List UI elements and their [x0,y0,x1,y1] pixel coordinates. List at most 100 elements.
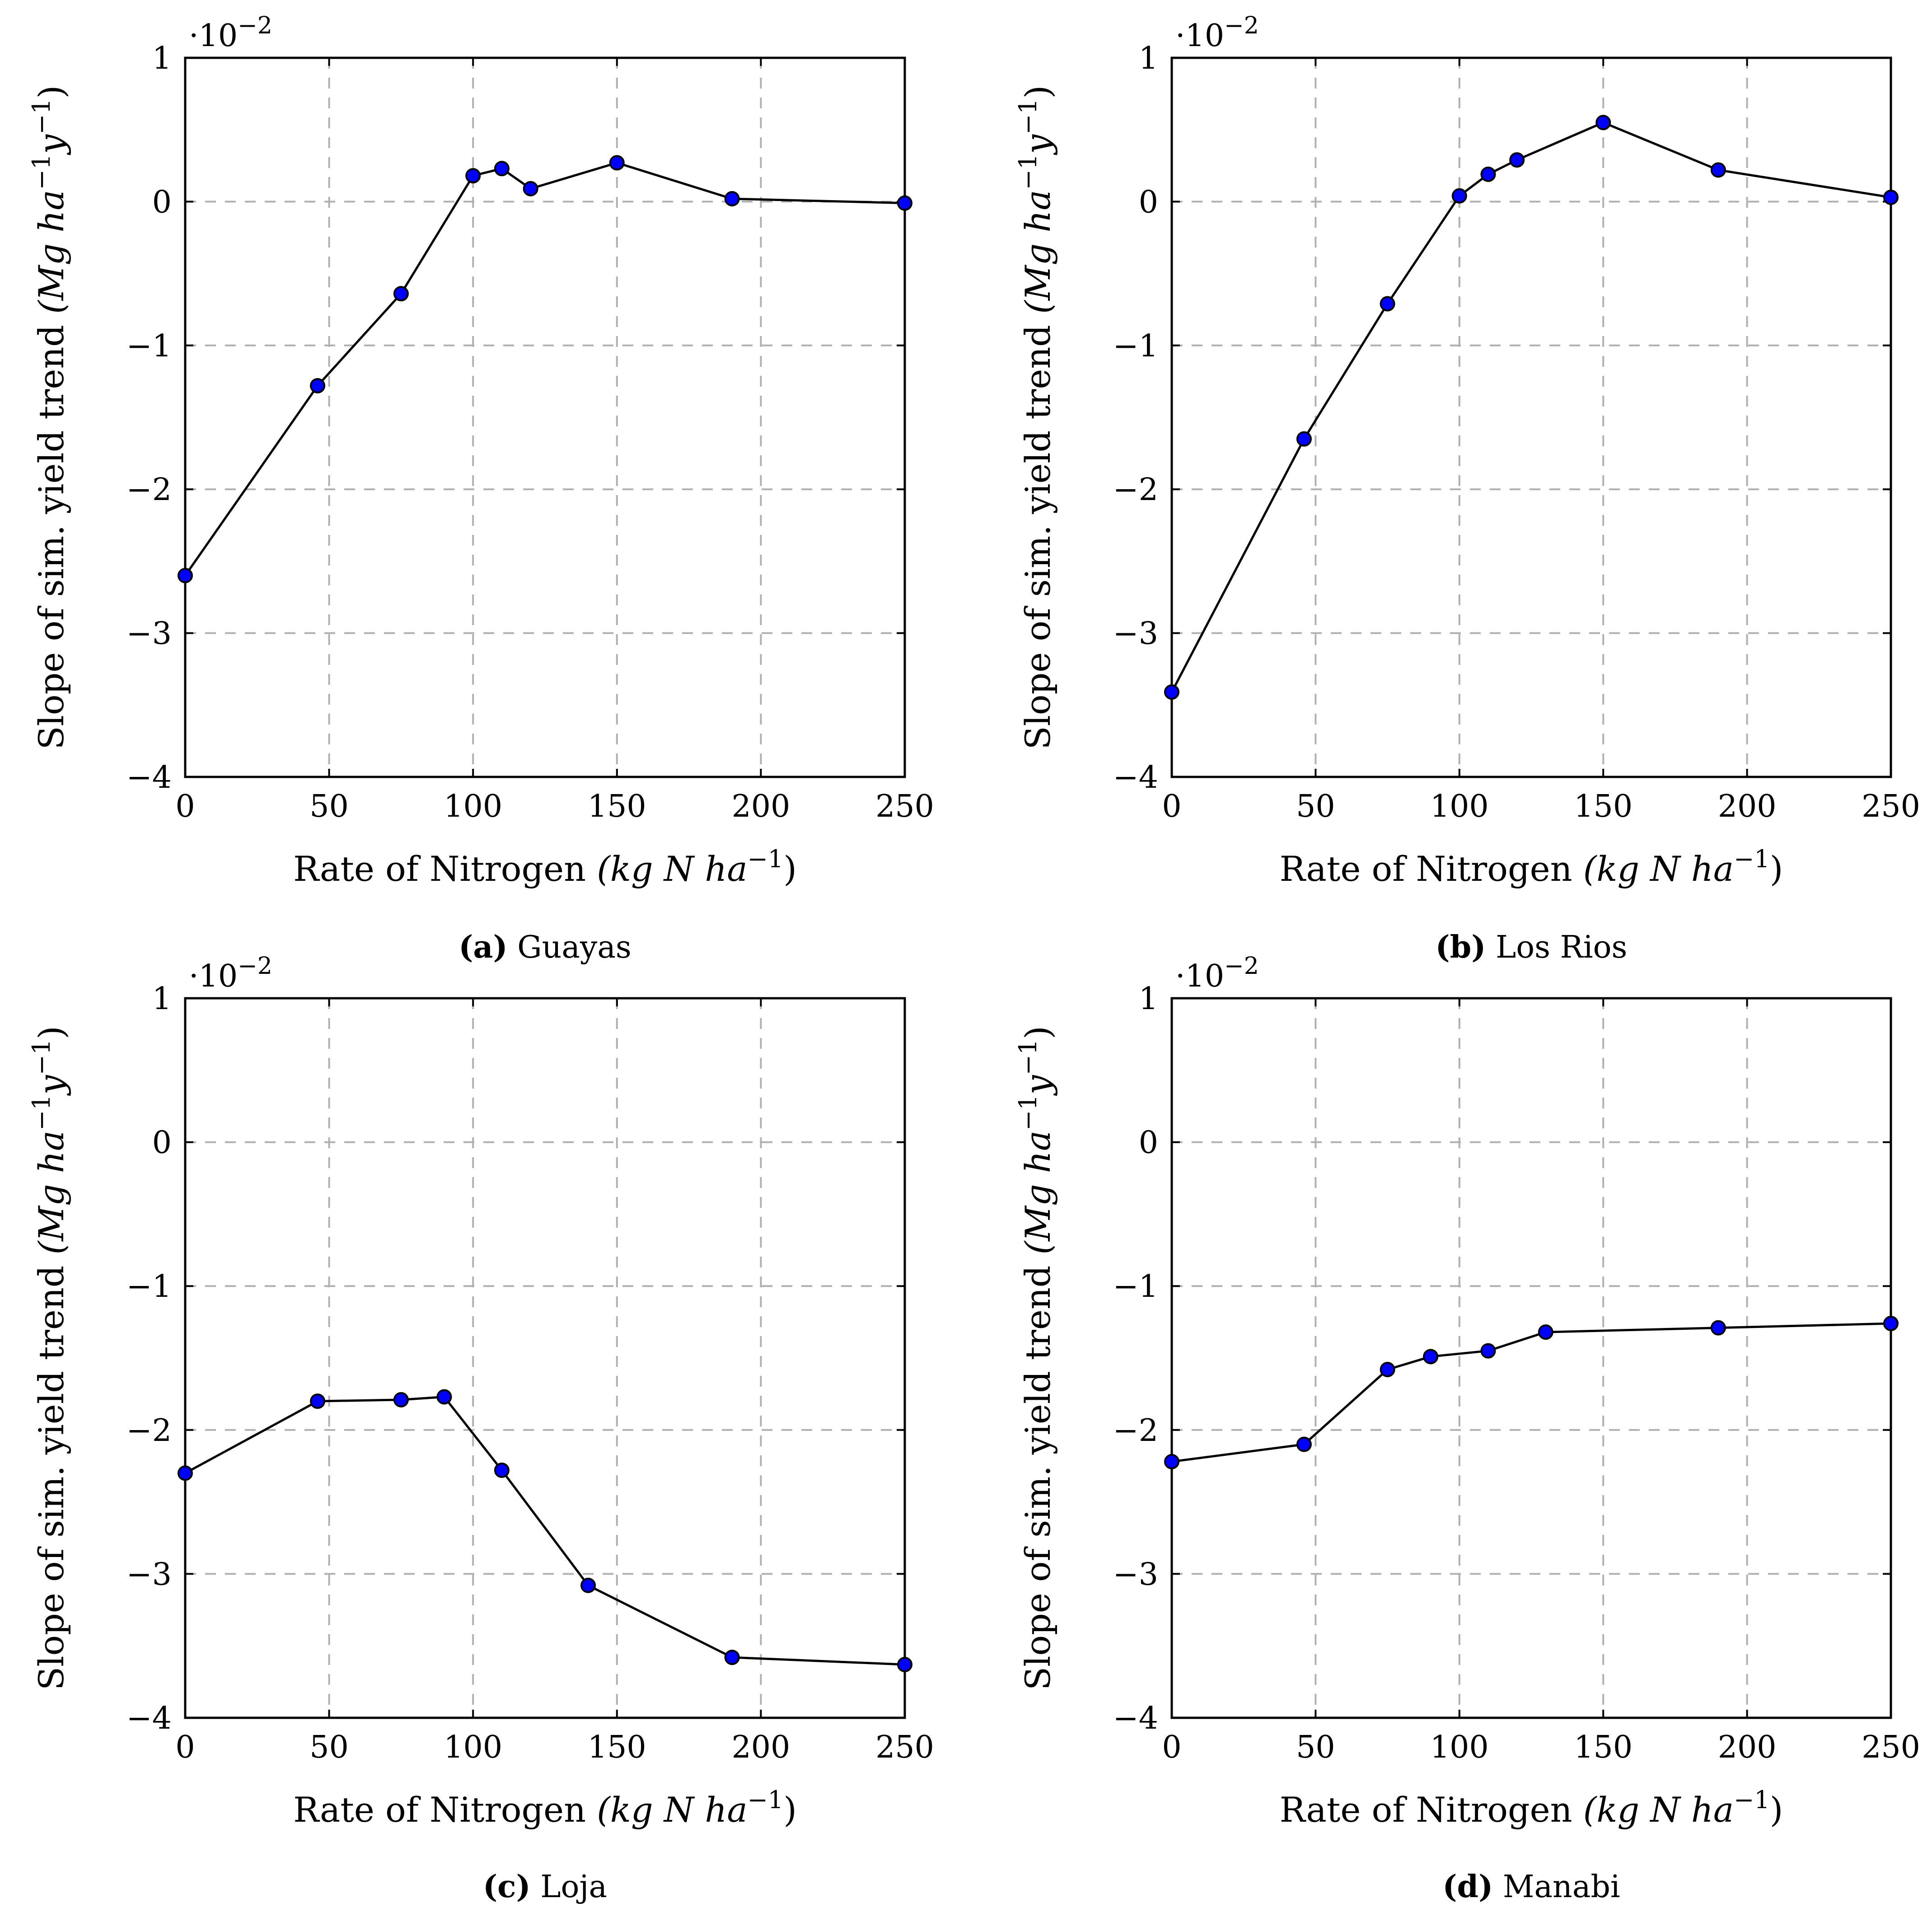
y-tick-label: −2 [1113,472,1158,508]
x-tick-label: 0 [175,789,195,824]
data-point [609,155,625,171]
y-tick-label: 0 [152,1125,172,1161]
y-tick-label: 0 [1139,1125,1158,1161]
series-line [184,161,905,576]
x-axis-title: Rate of Nitrogen (kg N ha−1) [1280,845,1783,889]
y-tick-label: 1 [1139,41,1158,76]
data-point [1451,188,1467,204]
caption-region-name: Guayas [517,930,632,965]
data-point [897,195,912,211]
plot-frame [1170,997,1892,1719]
y-axis-title: Slope of sim. yield trend (Mg ha−1y−1) [27,85,71,750]
y-axis-title-exponent: −1 [27,1094,56,1131]
x-axis-title-exponent: −1 [1734,1786,1770,1814]
y-tick-label: −1 [1113,328,1158,364]
x-axis-title-math: (kg N ha [1583,849,1734,889]
x-axis-title: Rate of Nitrogen (kg N ha−1) [1280,1786,1783,1830]
y-axis-title-math: y [31,1075,71,1096]
y-axis-title-math: y [1018,1075,1058,1096]
caption-spacer [1493,1869,1503,1905]
data-point [1595,115,1611,131]
y-tick-label: −1 [126,328,172,364]
x-axis-title-exponent: −1 [748,845,784,873]
y-tick-label: −3 [1113,1557,1158,1592]
x-axis-title-text: Rate of Nitrogen [293,1790,597,1830]
x-tick-label: 100 [444,1730,502,1765]
caption-letter: (c) [483,1869,531,1905]
y-tick-label: −2 [126,472,172,508]
x-axis-title-text: Rate of Nitrogen [1280,849,1583,889]
y-axis-title: Slope of sim. yield trend (Mg ha−1y−1) [27,1026,71,1690]
y-axis-title-text: Slope of sim. yield trend [1018,1254,1058,1690]
x-tick-label: 100 [444,789,502,824]
y-axis-title-close: ) [31,1026,71,1039]
data-point [724,191,740,207]
y-axis-title-math: (Mg ha [31,1131,71,1255]
data-point [1380,296,1395,312]
subfigure-caption: (b) Los Rios [1436,929,1628,965]
x-axis-title-text: Rate of Nitrogen [293,849,597,889]
subfigure-caption: (c) Loja [483,1869,607,1905]
x-tick-label: 0 [175,1730,195,1765]
data-point [494,1463,510,1478]
y-axis-title-exponent: −1 [27,154,56,190]
data-point [523,181,538,196]
y-scale-base: ·10 [1175,18,1224,54]
y-scale-label: ·10−2 [189,12,272,54]
y-tick-label: −1 [1113,1269,1158,1304]
subfigure-caption: (a) Guayas [458,929,632,965]
y-axis-title-math: (Mg ha [1018,190,1058,314]
y-axis-title-text: Slope of sim. yield trend [31,1254,71,1690]
y-scale-exponent: −2 [238,12,272,39]
caption-spacer [531,1869,541,1905]
data-point [1296,431,1312,447]
data-point [1538,1324,1553,1340]
caption-spacer [1486,930,1496,965]
x-tick-label: 200 [1718,1730,1777,1765]
x-tick-label: 50 [1296,789,1335,824]
x-tick-label: 250 [1862,1730,1920,1765]
y-tick-label: −4 [1113,1701,1158,1736]
y-axis-title-close: ) [1018,1026,1058,1039]
x-tick-label: 100 [1430,1730,1489,1765]
caption-region-name: Loja [540,1869,607,1905]
x-axis-title-close: ) [1770,1790,1783,1830]
x-tick-label: 50 [309,1730,349,1765]
y-axis-title: Slope of sim. yield trend (Mg ha−1y−1) [1014,1026,1058,1690]
y-tick-label: 0 [152,184,172,220]
y-tick-label: 0 [1139,184,1158,220]
data-point [1710,1320,1726,1336]
caption-letter: (b) [1436,929,1486,965]
y-axis-title: Slope of sim. yield trend (Mg ha−1y−1) [1014,85,1058,750]
y-axis-title-math: (Mg ha [31,190,71,314]
subfigure-caption: (d) Manabi [1442,1869,1620,1905]
data-point [1710,162,1726,178]
y-axis-title-exponent: −1 [27,98,56,135]
x-tick-label: 200 [1718,789,1777,824]
y-axis-title-text: Slope of sim. yield trend [1018,314,1058,750]
y-scale-exponent: −2 [1224,953,1259,980]
data-point [436,1389,452,1405]
data-point [1164,684,1179,700]
x-tick-label: 50 [309,789,349,824]
y-scale-exponent: −2 [238,953,272,980]
y-scale-label: ·10−2 [1175,12,1259,54]
data-point [1380,1361,1395,1377]
y-tick-label: 1 [1139,981,1158,1017]
x-tick-label: 200 [732,1730,791,1765]
caption-spacer [508,930,518,965]
y-axis-title-exponent: −1 [1014,1039,1042,1075]
data-point [1509,152,1525,168]
y-axis-title-math: y [1018,134,1058,155]
data-point [580,1577,596,1593]
x-axis-title: Rate of Nitrogen (kg N ha−1) [293,1786,797,1830]
x-tick-label: 150 [1574,1730,1633,1765]
x-axis-title-close: ) [783,1790,797,1830]
caption-letter: (d) [1442,1869,1493,1905]
data-point [310,378,326,393]
y-axis-title-close: ) [31,85,71,99]
x-tick-label: 50 [1296,1730,1335,1765]
data-point [393,1392,409,1407]
